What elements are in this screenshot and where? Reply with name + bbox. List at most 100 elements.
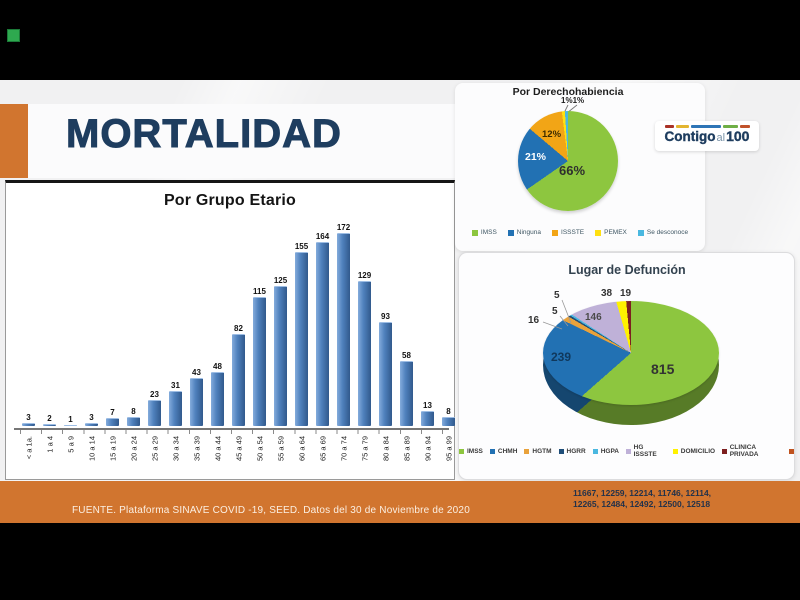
x-axis-label: 80 a 84 bbox=[381, 436, 390, 462]
x-axis-cell: 70 a 74 bbox=[337, 435, 350, 481]
bar-value-label: 48 bbox=[213, 362, 222, 372]
bar-column: 7 bbox=[106, 216, 119, 426]
bar-column: 48 bbox=[211, 216, 224, 426]
bar-chart-axis-ticks bbox=[20, 430, 453, 434]
bar-column: 1 bbox=[64, 216, 77, 426]
bar bbox=[358, 281, 371, 426]
bar bbox=[127, 417, 140, 426]
x-axis-cell: 5 a 9 bbox=[64, 435, 77, 481]
page-title: MORTALIDAD bbox=[66, 112, 342, 157]
bar-value-label: 7 bbox=[110, 408, 115, 418]
bar-value-label: 125 bbox=[273, 275, 288, 285]
bar bbox=[148, 400, 161, 426]
bar bbox=[421, 411, 434, 426]
x-axis-label: 40 a 44 bbox=[213, 436, 222, 462]
source-note: FUENTE. Plataforma SINAVE COVID -19, SEE… bbox=[72, 505, 470, 516]
x-axis-label: 30 a 34 bbox=[171, 436, 180, 462]
legend-item: HGPA bbox=[592, 447, 619, 455]
bar-value-label: 3 bbox=[89, 412, 94, 422]
lugar-defuncion-title: Lugar de Defunción bbox=[568, 263, 686, 277]
legend-item: HGRR bbox=[558, 448, 586, 455]
bar-column: 155 bbox=[295, 216, 308, 426]
pie-value-imss: 815 bbox=[651, 361, 675, 377]
bar-chart-title: Por Grupo Etario bbox=[163, 192, 297, 209]
bar bbox=[379, 321, 392, 426]
lugar-defuncion-legend: IMSS CHMH HGTM HGRR HGPA HG ISSSTE DOMICILIO CL… bbox=[459, 444, 794, 458]
bar-column: 82 bbox=[232, 216, 245, 426]
bar bbox=[295, 252, 308, 426]
legend-item: DOMICILIO bbox=[672, 447, 716, 455]
bar-value-label: 1 bbox=[68, 414, 73, 424]
legend-item: PEMEX bbox=[595, 229, 627, 236]
bar bbox=[211, 372, 224, 426]
bar-column: 93 bbox=[379, 216, 392, 426]
bar-value-label: 31 bbox=[171, 381, 180, 391]
bar-column: 115 bbox=[253, 216, 266, 426]
legend-label: Ninguna bbox=[516, 229, 542, 236]
x-axis-cell: 45 a 49 bbox=[232, 435, 245, 481]
bar-value-label: 8 bbox=[131, 407, 136, 416]
x-axis-cell: 35 a 39 bbox=[190, 435, 203, 481]
legend-item: ISSSTE bbox=[552, 229, 584, 236]
derechohabiencia-legend: IMSS Ninguna ISSSTE PEMEX Se desconoce bbox=[455, 229, 705, 236]
bar bbox=[442, 417, 455, 426]
bar-value-label: 129 bbox=[357, 271, 372, 281]
pie-label-ninguna: 21% bbox=[525, 151, 547, 163]
bar-column: 3 bbox=[22, 216, 35, 426]
bar bbox=[22, 422, 35, 426]
legend-marker-icon bbox=[592, 448, 598, 454]
x-axis-cell: 40 a 44 bbox=[211, 435, 224, 481]
title-band bbox=[28, 104, 460, 178]
logo-word-al: al bbox=[716, 132, 726, 144]
bar-column: 172 bbox=[337, 216, 350, 426]
x-axis-label: 45 a 49 bbox=[234, 436, 243, 462]
x-axis-cell: < a 1a. bbox=[22, 435, 35, 481]
bar-value-label: 2 bbox=[47, 413, 52, 423]
lugar-defuncion-panel: Lugar de Defunción 815 239 16 5 5 146 38… bbox=[458, 252, 795, 480]
legend-item: Ninguna bbox=[507, 229, 542, 236]
footer-orange-band bbox=[0, 481, 800, 523]
legend-item: HG ISSSTE bbox=[626, 444, 666, 458]
legend-marker-icon bbox=[558, 448, 564, 454]
logo-word-100: 100 bbox=[726, 128, 750, 144]
bar-chart-bars: 3 2 1 3 7 8 23 31 43 48 82 115 125 155 164 172 129 93 58 13… bbox=[22, 216, 455, 426]
x-axis-cell: 25 a 29 bbox=[148, 435, 161, 481]
legend-label: DOMICILIO bbox=[680, 447, 716, 455]
footer-numbers-line1: 11667, 12259, 12214, 11746, 12114, bbox=[573, 488, 712, 498]
legend-label: PEMEX bbox=[604, 229, 627, 236]
logo-word-contigo: Contigo bbox=[664, 129, 716, 144]
contigo-al-100-logo: Contigoal100 bbox=[655, 121, 759, 151]
bar-value-label: 58 bbox=[402, 350, 411, 360]
bar-value-label: 3 bbox=[26, 412, 31, 422]
legend-label: CLINICA PRIVADA bbox=[729, 444, 759, 458]
legend-label: HGPA bbox=[600, 447, 619, 455]
title-accent-block bbox=[0, 104, 28, 178]
footer-numbers-line2: 12265, 12484, 12492, 12500, 12518 bbox=[573, 498, 711, 509]
bar-value-label: 23 bbox=[150, 390, 159, 400]
bar bbox=[190, 377, 203, 426]
logo-text: Contigoal100 bbox=[655, 128, 759, 146]
legend-label: IMSS bbox=[480, 229, 497, 236]
bar-column: 125 bbox=[274, 216, 287, 426]
bar-value-label: 115 bbox=[253, 287, 266, 296]
pie-value-chmh: 239 bbox=[551, 350, 572, 364]
bar-value-label: 82 bbox=[234, 324, 243, 333]
x-axis-label: 5 a 9 bbox=[66, 436, 75, 453]
bar-chart-panel: Por Grupo Etario 3 2 1 3 7 8 23 31 43 48 82 115 125 1… bbox=[5, 180, 455, 600]
x-axis-label: 75 a 79 bbox=[360, 436, 369, 462]
logo-dashes-icon bbox=[665, 125, 750, 128]
x-axis-label: 15 a 19 bbox=[108, 436, 117, 462]
legend-marker-icon bbox=[489, 448, 495, 454]
bar-column: 164 bbox=[316, 216, 329, 426]
bar bbox=[253, 297, 266, 426]
x-axis-cell: 60 a 64 bbox=[295, 435, 308, 481]
bar-column: 23 bbox=[148, 216, 161, 426]
bar-value-label: 8 bbox=[446, 407, 451, 416]
footer-numbers: 11667, 12259, 12214, 11746, 12114, 12265… bbox=[573, 488, 711, 509]
legend-label: ISSSTE bbox=[561, 229, 585, 236]
legend-marker-icon bbox=[471, 229, 478, 236]
bar-column: 129 bbox=[358, 216, 371, 426]
x-axis-label: 1 a 4 bbox=[45, 436, 54, 453]
bottom-black-band bbox=[0, 523, 800, 600]
